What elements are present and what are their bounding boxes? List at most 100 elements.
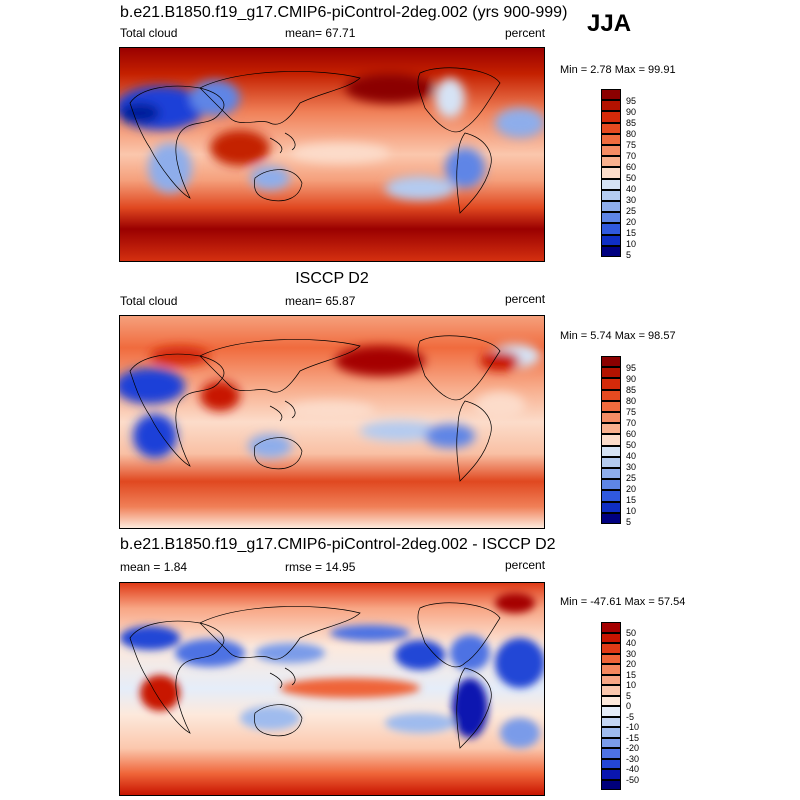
panel2-colorbar-cell [601,490,621,502]
panel3-colorbar-cell [601,748,621,759]
panel3-colorbar-label: 5 [626,691,632,701]
panel3-colorbar-cell [601,716,621,727]
panel1-colorbar-cell [601,89,621,101]
panel1-colorbar-label: 40 [626,184,637,194]
panel2-colorbar [601,356,621,524]
panel3-colorbar-cell [601,758,621,769]
panel2-colorbar-cell [601,445,621,457]
panel3-colorbar-cell [601,727,621,738]
panel2-colorbar-cell [601,501,621,513]
panel1-colorbar-label: 70 [626,151,637,161]
panel3-colorbar-label: 10 [626,680,637,690]
panel3-colorbar-cell [601,653,621,664]
panel2-colorbar-label: 15 [626,495,637,505]
panel2-colorbar-label: 75 [626,407,637,417]
panel1-colorbar-label: 30 [626,195,637,205]
panel3-colorbar-cell [601,706,621,717]
panel3-colorbar-label: -15 [626,733,640,743]
panel1-colorbar-label: 90 [626,107,637,117]
panel3-colorbar-label: -50 [626,775,640,785]
panel1-colorbar-cell [601,212,621,224]
panel2-colorbar-label: 70 [626,418,637,428]
panel3-map [119,582,545,796]
panel3-colorbar [601,622,621,790]
panel2-colorbar-label: 25 [626,473,637,483]
panel3-title: b.e21.B1850.f19_g17.CMIP6-piControl-2deg… [120,536,556,553]
panel3-colorbar-label: 50 [626,628,637,638]
panel1-colorbar-cell [601,234,621,246]
panel1-colorbar-cell [601,167,621,179]
panel1-colorbar-cell [601,145,621,157]
panel2-colorbar-label: 5 [626,517,632,527]
panel1-units-label: percent [505,26,546,40]
panel1-colorbar-label: 80 [626,129,637,139]
panel1-colorbar [601,89,621,257]
panel1-colorbar-label: 50 [626,173,637,183]
panel3-colorbar-label: -20 [626,743,640,753]
panel3-minmax-label: Min = -47.61 Max = 57.54 [560,596,686,608]
panel3-colorbar-cell [601,643,621,654]
panel3-colorbar-cell [601,674,621,685]
panel2-colorbar-cell [601,512,621,524]
panel1-colorbar-label: 20 [626,217,637,227]
panel2-colorbar-label: 30 [626,462,637,472]
panel1-map [119,47,545,262]
panel1-colorbar-cell [601,223,621,235]
panel1-colorbar-label: 75 [626,140,637,150]
panel3-colorbar-label: -5 [626,712,635,722]
panel3-colorbar-label: 15 [626,670,637,680]
panel2-colorbar-label: 85 [626,385,637,395]
panel2-units-label: percent [505,292,546,306]
panel1-colorbar-label: 15 [626,228,637,238]
panel3-colorbar-cell [601,664,621,675]
panel2-colorbar-cell [601,400,621,412]
panel3-mean-label: mean = 1.84 [120,560,188,574]
panel1-colorbar-cell [601,111,621,123]
panel3-units-label: percent [505,558,546,572]
panel2-colorbar-label: 50 [626,440,637,450]
panel2-colorbar-label: 90 [626,374,637,384]
panel3-colorbar-cell [601,632,621,643]
panel3-colorbar-cell [601,779,621,790]
panel3-colorbar-cell [601,685,621,696]
panel3-colorbar-cell [601,737,621,748]
panel2-colorbar-label: 40 [626,451,637,461]
panel1-colorbar-label: 25 [626,206,637,216]
panel3-colorbar-label: 30 [626,649,637,659]
panel2-colorbar-cell [601,378,621,390]
panel1-title: b.e21.B1850.f19_g17.CMIP6-piControl-2deg… [120,4,568,21]
panel2-colorbar-label: 20 [626,484,637,494]
panel3-colorbar-label: 20 [626,659,637,669]
panel3-colorbar-label: -10 [626,722,640,732]
season-label: JJA [587,10,632,37]
panel2-mean-label: mean= 65.87 [285,294,356,308]
panel2-colorbar-cell [601,367,621,379]
panel2-colorbar-label: 60 [626,429,637,439]
panel1-colorbar-cell [601,245,621,257]
panel2-variable-label: Total cloud [120,294,178,308]
panel1-colorbar-label: 5 [626,250,632,260]
panel2-colorbar-label: 10 [626,506,637,516]
panel1-colorbar-label: 10 [626,239,637,249]
panel1-colorbar-cell [601,156,621,168]
panel1-colorbar-label: 85 [626,118,637,128]
panel2-minmax-label: Min = 5.74 Max = 98.57 [560,330,676,342]
panel2-colorbar-cell [601,356,621,368]
panel2-colorbar-cell [601,468,621,480]
panel1-mean-label: mean= 67.71 [285,26,356,40]
panel2-title: ISCCP D2 [295,270,369,287]
panel2-colorbar-cell [601,412,621,424]
panel2-colorbar-cell [601,456,621,468]
panel1-colorbar-cell [601,133,621,145]
panel2-map [119,315,545,529]
panel3-rmse-label: rmse = 14.95 [285,560,356,574]
panel3-colorbar-cell [601,769,621,780]
panel2-colorbar-cell [601,434,621,446]
panel3-colorbar-label: 40 [626,638,637,648]
panel2-colorbar-label: 80 [626,396,637,406]
panel1-colorbar-cell [601,100,621,112]
panel2-colorbar-cell [601,389,621,401]
panel3-colorbar-cell [601,695,621,706]
panel1-colorbar-label: 60 [626,162,637,172]
panel1-colorbar-label: 95 [626,96,637,106]
